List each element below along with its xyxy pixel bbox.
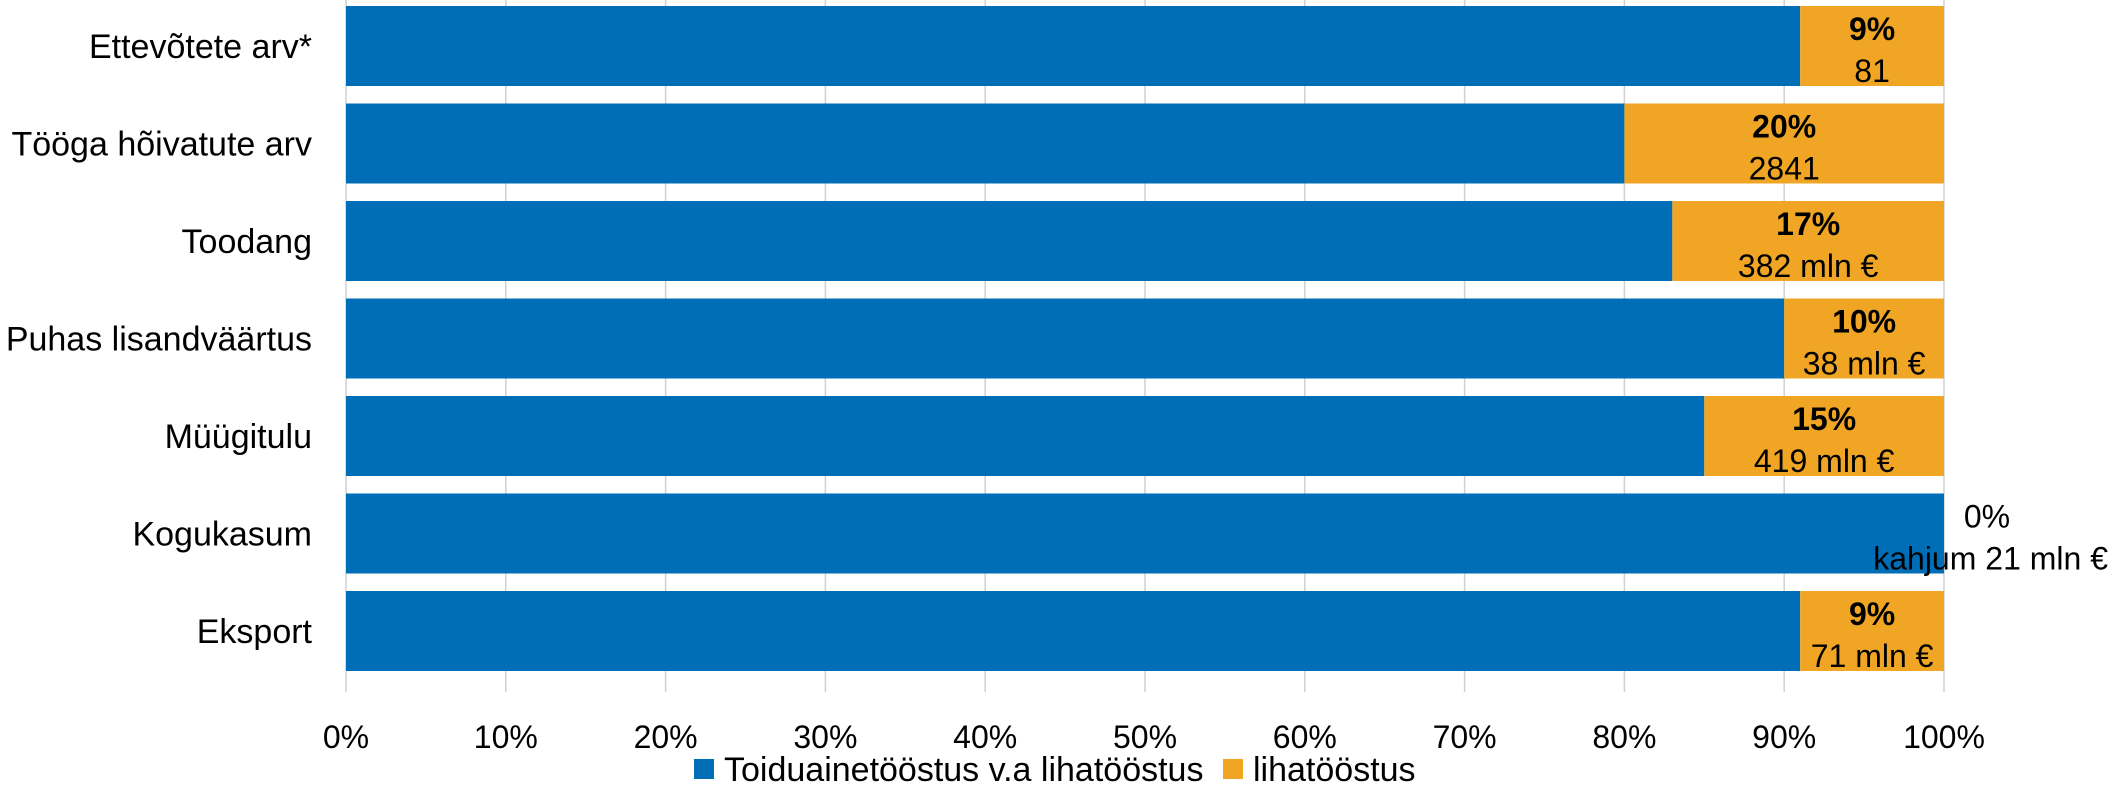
bar-segment-lihatoostus [1624,103,1944,184]
data-label-value: 81 [1854,53,1890,89]
legend-swatch [1223,759,1243,779]
x-tick-label: 80% [1592,719,1656,755]
x-tick-label: 10% [474,719,538,755]
data-label-value: 382 mln € [1738,248,1879,284]
bar-segment-lihatoostus [1704,396,1944,476]
category-label: Tööga hõivatute arv [11,126,312,164]
category-label: Ettevõtete arv* [89,28,312,66]
x-tick-label: 40% [953,719,1017,755]
bar-segment-toiduainetoostus [346,591,1801,671]
data-label-value: 2841 [1749,151,1820,187]
category-label: Müügitulu [165,418,312,456]
category-label: Toodang [182,223,312,261]
data-label-value: 71 mln € [1811,638,1934,674]
data-label-percent: 10% [1832,304,1896,340]
bar-segment-toiduainetoostus [346,6,1801,86]
bar-segment-toiduainetoostus [346,493,1944,574]
legend-label: Toiduainetööstus v.a lihatööstus [724,751,1203,789]
x-tick-label: 60% [1273,719,1337,755]
x-tick-label: 30% [793,719,857,755]
bar-segment-lihatoostus [1800,591,1944,671]
bar-segment-toiduainetoostus [346,201,1673,281]
data-label-percent: 17% [1776,206,1840,242]
x-tick-label: 100% [1903,719,1985,755]
x-tick-label: 0% [323,719,369,755]
data-label-percent: 20% [1752,109,1816,145]
category-label: Kogukasum [132,516,312,554]
bar-segment-lihatoostus [1672,201,1944,281]
x-tick-label: 70% [1433,719,1497,755]
x-tick-label: 20% [634,719,698,755]
bar-segment-toiduainetoostus [346,298,1785,379]
x-tick-label: 50% [1113,719,1177,755]
data-label-value: kahjum 21 mln € [1873,541,2108,577]
bar-segment-toiduainetoostus [346,396,1705,476]
bar-segment-toiduainetoostus [346,103,1625,184]
data-label-percent: 9% [1849,11,1895,47]
category-label: Puhas lisandväärtus [6,321,312,359]
data-label-value: 38 mln € [1803,346,1926,382]
data-label-percent: 0% [1964,499,2010,535]
legend-swatch [694,759,714,779]
bar-segment-lihatoostus [1784,298,1944,379]
category-label: Eksport [197,613,313,651]
data-label-percent: 15% [1792,401,1856,437]
x-tick-label: 90% [1752,719,1816,755]
bar-segment-lihatoostus [1800,6,1944,86]
data-label-value: 419 mln € [1754,443,1895,479]
data-label-percent: 9% [1849,596,1895,632]
legend-label: lihatööstus [1253,751,1416,789]
